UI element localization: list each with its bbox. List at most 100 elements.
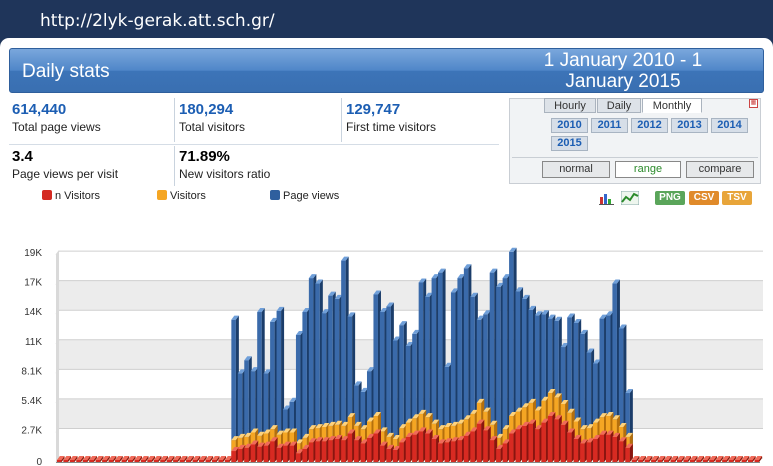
- bar-n-visitors[interactable]: [160, 456, 168, 462]
- calendar-icon[interactable]: ▦: [749, 99, 758, 108]
- bar-n-visitors[interactable]: [360, 439, 369, 462]
- tab-monthly[interactable]: Monthly: [642, 98, 702, 113]
- bar-n-visitors[interactable]: [612, 432, 620, 462]
- year-button-2014[interactable]: 2014: [711, 118, 748, 133]
- bar-n-visitors[interactable]: [644, 456, 653, 462]
- bar-n-visitors[interactable]: [179, 456, 188, 462]
- bar-n-visitors[interactable]: [638, 456, 646, 462]
- bar-n-visitors[interactable]: [308, 438, 317, 462]
- bar-n-visitors[interactable]: [102, 456, 110, 462]
- bar-n-visitors[interactable]: [250, 440, 259, 462]
- bar-n-visitors[interactable]: [166, 456, 175, 462]
- bar-n-visitors[interactable]: [715, 456, 724, 462]
- bar-n-visitors[interactable]: [683, 456, 691, 462]
- bar-n-visitors[interactable]: [689, 456, 698, 462]
- tab-daily[interactable]: Daily: [597, 98, 641, 113]
- bar-n-visitors[interactable]: [651, 456, 659, 462]
- bar-n-visitors[interactable]: [450, 437, 459, 462]
- export-png-button[interactable]: PNG: [655, 191, 685, 205]
- bar-n-visitors[interactable]: [121, 456, 130, 462]
- year-button-2015[interactable]: 2015: [551, 136, 588, 151]
- bar-n-visitors[interactable]: [95, 456, 104, 462]
- bar-n-visitors[interactable]: [509, 429, 517, 462]
- site-url[interactable]: http://2lyk-gerak.att.sch.gr/: [40, 11, 275, 31]
- bar-n-visitors[interactable]: [554, 415, 562, 462]
- bar-n-visitors[interactable]: [709, 456, 717, 462]
- bar-n-visitors[interactable]: [263, 441, 272, 462]
- bar-n-visitors[interactable]: [199, 456, 207, 462]
- legend-page-views[interactable]: Page views: [270, 190, 339, 202]
- bar-n-visitors[interactable]: [224, 456, 233, 462]
- bar-chart-icon[interactable]: [599, 191, 615, 205]
- bar-n-visitors[interactable]: [748, 456, 756, 462]
- bar-n-visitors[interactable]: [534, 425, 543, 462]
- bar-n-visitors[interactable]: [599, 430, 608, 462]
- bar-n-visitors[interactable]: [431, 435, 440, 462]
- bar-n-visitors[interactable]: [134, 456, 142, 462]
- year-button-2012[interactable]: 2012: [631, 118, 668, 133]
- bar-n-visitors[interactable]: [257, 442, 265, 462]
- bar-n-visitors[interactable]: [218, 456, 226, 462]
- bar-n-visitors[interactable]: [560, 420, 569, 462]
- year-button-2011[interactable]: 2011: [591, 118, 628, 133]
- bar-n-visitors[interactable]: [728, 456, 737, 462]
- bar-n-visitors[interactable]: [425, 429, 433, 462]
- bar-n-visitors[interactable]: [276, 443, 285, 462]
- bar-n-visitors[interactable]: [373, 429, 381, 462]
- bar-n-visitors[interactable]: [470, 427, 478, 462]
- bar-n-visitors[interactable]: [515, 425, 524, 462]
- bar-n-visitors[interactable]: [128, 456, 136, 462]
- bar-n-visitors[interactable]: [573, 435, 582, 462]
- mode-range-button[interactable]: range: [615, 161, 681, 178]
- year-button-2013[interactable]: 2013: [671, 118, 708, 133]
- bar-n-visitors[interactable]: [76, 456, 84, 462]
- bar-n-visitors[interactable]: [547, 412, 556, 462]
- bar-n-visitors[interactable]: [438, 439, 446, 462]
- bar-n-visitors[interactable]: [605, 430, 614, 462]
- bar-n-visitors[interactable]: [741, 456, 750, 462]
- bar-n-visitors[interactable]: [567, 428, 575, 462]
- bar-n-visitors[interactable]: [366, 433, 375, 462]
- bar-n-visitors[interactable]: [418, 427, 427, 462]
- bar-n-visitors[interactable]: [328, 436, 336, 462]
- bar-n-visitors[interactable]: [89, 456, 97, 462]
- bar-n-visitors[interactable]: [354, 436, 362, 462]
- year-button-2010[interactable]: 2010: [551, 118, 588, 133]
- bar-n-visitors[interactable]: [476, 419, 485, 462]
- export-csv-button[interactable]: CSV: [689, 191, 719, 205]
- bar-n-visitors[interactable]: [386, 444, 394, 462]
- bar-n-visitors[interactable]: [722, 456, 730, 462]
- mode-compare-button[interactable]: compare: [686, 161, 754, 178]
- bar-n-visitors[interactable]: [147, 456, 155, 462]
- bar-n-visitors[interactable]: [315, 437, 323, 462]
- bar-n-visitors[interactable]: [521, 421, 530, 462]
- bar-n-visitors[interactable]: [444, 438, 453, 462]
- bar-n-visitors[interactable]: [580, 439, 588, 462]
- bar-n-visitors[interactable]: [63, 456, 71, 462]
- bar-n-visitors[interactable]: [302, 444, 310, 462]
- bar-n-visitors[interactable]: [186, 456, 194, 462]
- bar-n-visitors[interactable]: [489, 436, 498, 462]
- mode-normal-button[interactable]: normal: [542, 161, 610, 178]
- bar-n-visitors[interactable]: [399, 438, 407, 462]
- bar-n-visitors[interactable]: [192, 456, 201, 462]
- bar-n-visitors[interactable]: [483, 426, 491, 462]
- tab-hourly[interactable]: Hourly: [544, 98, 596, 113]
- bar-n-visitors[interactable]: [153, 456, 162, 462]
- bar-n-visitors[interactable]: [528, 419, 536, 462]
- bar-n-visitors[interactable]: [412, 430, 420, 462]
- bar-n-visitors[interactable]: [586, 438, 595, 462]
- bar-n-visitors[interactable]: [211, 456, 220, 462]
- bar-n-visitors[interactable]: [244, 443, 252, 462]
- bar-n-visitors[interactable]: [631, 456, 640, 462]
- bar-n-visitors[interactable]: [457, 436, 465, 462]
- bar-n-visitors[interactable]: [735, 456, 743, 462]
- bar-n-visitors[interactable]: [140, 456, 149, 462]
- bar-n-visitors[interactable]: [379, 441, 388, 462]
- bar-n-visitors[interactable]: [347, 429, 356, 462]
- bar-n-visitors[interactable]: [56, 456, 65, 462]
- legend-new-visitors[interactable]: n Visitors: [42, 190, 100, 202]
- bar-n-visitors[interactable]: [657, 456, 666, 462]
- bar-n-visitors[interactable]: [115, 456, 123, 462]
- bar-n-visitors[interactable]: [69, 456, 78, 462]
